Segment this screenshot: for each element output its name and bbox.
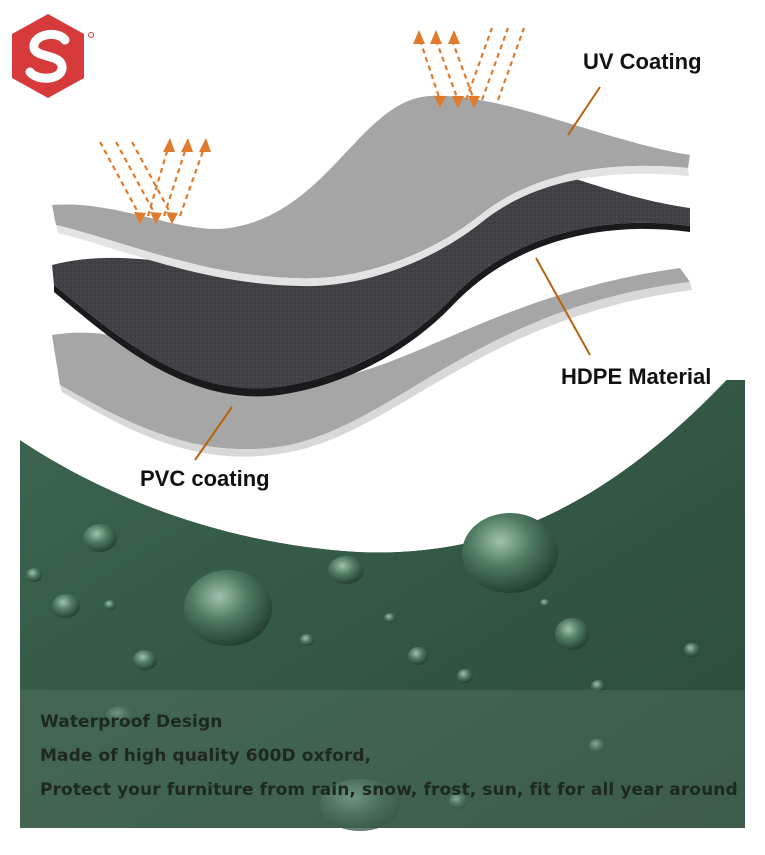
uv-coating-label: UV Coating (583, 49, 702, 74)
caption-line-2: Protect your furniture from rain, snow, … (40, 780, 738, 800)
water-droplets (26, 513, 700, 831)
caption-title: Waterproof Design (40, 712, 223, 732)
uv-arrow-heads-left (134, 138, 211, 224)
uv-arrow-heads-top (413, 30, 480, 108)
label-leader-lines (194, 86, 601, 461)
hdpe-material-label: HDPE Material (561, 364, 712, 389)
caption-panel: Waterproof Design Made of high quality 6… (20, 690, 745, 828)
uv-arrows-icon (99, 141, 206, 217)
pvc-coating-layer (52, 268, 692, 457)
uv-coating-layer (52, 95, 690, 287)
caption-line-1: Made of high quality 600D oxford, (40, 746, 372, 766)
brand-logo (12, 14, 94, 98)
pvc-coating-label: PVC coating (140, 466, 270, 491)
uv-arrows-icon (418, 27, 526, 101)
